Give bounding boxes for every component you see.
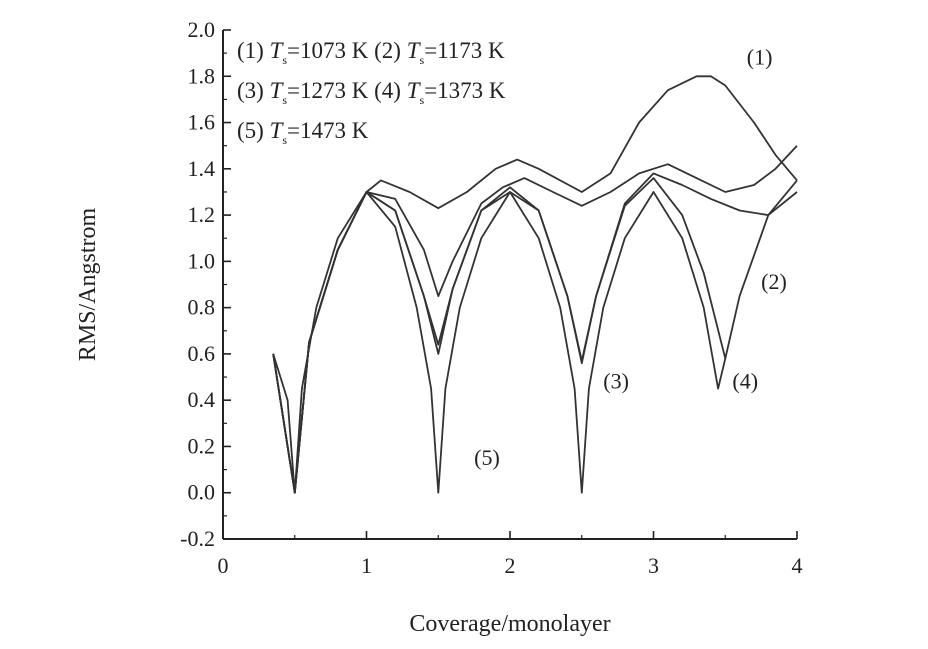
legend-value: =1173 K [424, 38, 505, 63]
y-tick-label: 1.8 [188, 63, 216, 88]
y-axis-title: RMS/Angstrom [75, 207, 101, 361]
legend-tag: (2) [368, 38, 406, 63]
y-tick-label: 1.0 [188, 248, 216, 273]
series-line-5 [272, 191, 727, 494]
x-tick-label: 2 [505, 553, 516, 578]
legend-value: =1473 K [287, 118, 369, 143]
legend-symbol: T [270, 38, 285, 63]
annotations: (1) (2) (3) (4) (5) [474, 45, 787, 470]
legend-value: =1273 K [287, 78, 369, 103]
y-tick-label: 0.2 [188, 433, 216, 458]
legend-symbol: T [270, 78, 285, 103]
legend-value: =1373 K [424, 78, 506, 103]
y-tick-label: 0.0 [188, 480, 216, 505]
legend-row: (5) Ts=1473 K [237, 118, 369, 147]
curve-label: (1) [747, 45, 773, 70]
legend-subscript: s [282, 53, 287, 67]
legend-tag: (5) [237, 118, 270, 143]
legend-tag: (3) [237, 78, 270, 103]
x-tick-label: 4 [792, 553, 803, 578]
legend-tag: (4) [368, 78, 406, 103]
legend: (1) Ts=1073 K (2) Ts=1173 K(3) Ts=1273 K… [237, 38, 506, 147]
series-line-2 [272, 145, 798, 494]
series-line-4 [272, 177, 798, 494]
curve-label: (5) [474, 445, 500, 470]
y-tick-label: 1.4 [188, 156, 216, 181]
legend-value: =1073 K [287, 38, 369, 63]
legend-subscript: s [282, 93, 287, 107]
curve-label: (4) [732, 369, 758, 394]
x-tick-label: 1 [361, 553, 372, 578]
legend-subscript: s [420, 53, 425, 67]
legend-subscript: s [282, 133, 287, 147]
legend-tag: (1) [237, 38, 270, 63]
y-tick-label: 2.0 [188, 17, 216, 42]
y-tick-label: 1.6 [188, 110, 216, 135]
curve-label: (3) [603, 369, 629, 394]
curve-label: (2) [761, 269, 787, 294]
x-tick-label: 3 [648, 553, 659, 578]
x-axis-title: Coverage/monolayer [409, 611, 610, 637]
series-layer [272, 75, 798, 494]
legend-symbol: T [270, 118, 285, 143]
x-tick-label: 0 [218, 553, 229, 578]
legend-subscript: s [420, 93, 425, 107]
legend-row: (1) Ts=1073 K (2) Ts=1173 K [237, 38, 505, 67]
legend-symbol: T [407, 78, 422, 103]
y-tick-label: -0.2 [180, 526, 215, 551]
axes: -0.2 0.0 0.2 0.4 0.6 0.8 1.0 1.2 1.4 1.6 1.8 2.0 0 1 2… [75, 17, 803, 637]
y-tick-label: 0.6 [188, 341, 216, 366]
legend-symbol: T [407, 38, 422, 63]
y-tick-label: 0.8 [188, 295, 216, 320]
y-tick-label: 1.2 [188, 202, 216, 227]
legend-row: (3) Ts=1273 K (4) Ts=1373 K [237, 78, 506, 107]
y-tick-label: 0.4 [188, 387, 216, 412]
